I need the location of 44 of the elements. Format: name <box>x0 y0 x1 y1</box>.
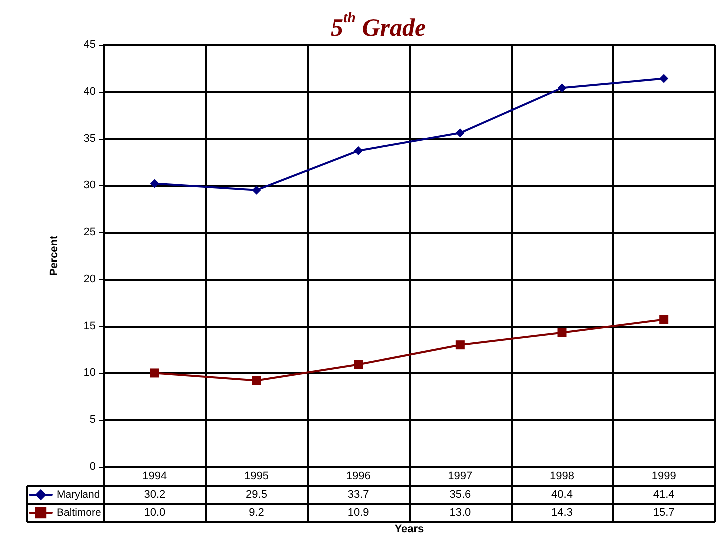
y-tick-label: 15 <box>84 320 96 332</box>
point <box>252 376 262 386</box>
x-axis-title: Years <box>394 524 424 536</box>
point <box>558 84 567 93</box>
point <box>150 368 160 378</box>
point <box>354 146 364 156</box>
data-label: 40.4 <box>552 489 573 501</box>
point <box>558 328 567 338</box>
x-tick-label: 1998 <box>550 470 574 482</box>
y-tick-label: 30 <box>84 180 96 192</box>
x-tick-label: 1999 <box>652 470 676 482</box>
point <box>660 315 669 324</box>
point <box>252 186 262 195</box>
y-tick-label: 25 <box>84 226 96 239</box>
x-tick-label: 1995 <box>244 470 269 482</box>
point <box>456 340 465 350</box>
y-tick-label: 35 <box>84 132 96 145</box>
point <box>354 360 364 370</box>
data-label: 13.0 <box>450 507 472 519</box>
x-tick-label: 1996 <box>346 470 371 482</box>
data-label: 30.2 <box>144 489 166 501</box>
y-tick-label: 45 <box>84 39 96 51</box>
y-tick-label: 20 <box>84 273 96 286</box>
y-tick-label: 0 <box>90 461 96 473</box>
legend-label: Maryland <box>57 489 100 501</box>
data-label: 29.5 <box>246 489 268 501</box>
y-tick-label: 40 <box>84 86 96 98</box>
data-label: 10.0 <box>144 507 166 519</box>
data-label: 15.7 <box>653 507 675 519</box>
data-label: 41.4 <box>653 489 675 501</box>
data-label: 9.2 <box>249 507 264 519</box>
y-tick-label: 5 <box>90 414 96 426</box>
data-label: 14.3 <box>552 507 573 519</box>
data-label: 35.6 <box>450 489 472 501</box>
y-axis-title: Percent <box>48 235 60 276</box>
x-tick-label: 1994 <box>142 470 168 482</box>
data-label: 10.9 <box>348 507 370 519</box>
point <box>660 74 669 84</box>
data-label: 33.7 <box>348 489 370 501</box>
y-tick-label: 10 <box>84 367 96 380</box>
x-tick-label: 1997 <box>448 470 473 482</box>
legend-label: Baltimore <box>57 507 102 519</box>
point <box>456 128 465 138</box>
point <box>150 179 160 188</box>
